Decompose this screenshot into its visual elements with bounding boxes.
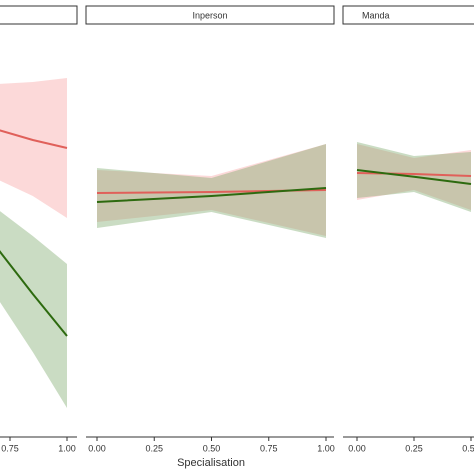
line — [0, 129, 68, 149]
line — [356, 169, 472, 185]
strip — [85, 5, 335, 25]
x-tick-label: 0.75 — [1, 443, 19, 453]
panel — [0, 78, 68, 408]
x-tick-label: 0.25 — [145, 443, 163, 453]
x-tick-label: 1.00 — [317, 443, 335, 453]
strip — [342, 5, 474, 25]
x-axis-label: Specialisation — [177, 457, 245, 469]
line — [0, 250, 68, 337]
panel — [356, 142, 472, 212]
line — [356, 172, 472, 177]
confidence-band — [0, 211, 67, 408]
confidence-band — [97, 144, 326, 236]
x-tick-label: 0.25 — [405, 443, 423, 453]
x-tick-label: 0.00 — [348, 443, 366, 453]
x-tick-label: 0.75 — [260, 443, 278, 453]
x-tick-label: 1.00 — [58, 443, 76, 453]
strip-label: Inperson — [192, 10, 227, 20]
strip — [0, 5, 78, 25]
x-tick-label: 0.50 — [462, 443, 474, 453]
line — [96, 187, 327, 203]
x-tick-label: 0.50 — [203, 443, 221, 453]
strip-label: Manda — [362, 10, 390, 20]
x-tick-label: 0.00 — [88, 443, 106, 453]
confidence-band — [0, 78, 67, 218]
panel — [96, 144, 327, 238]
